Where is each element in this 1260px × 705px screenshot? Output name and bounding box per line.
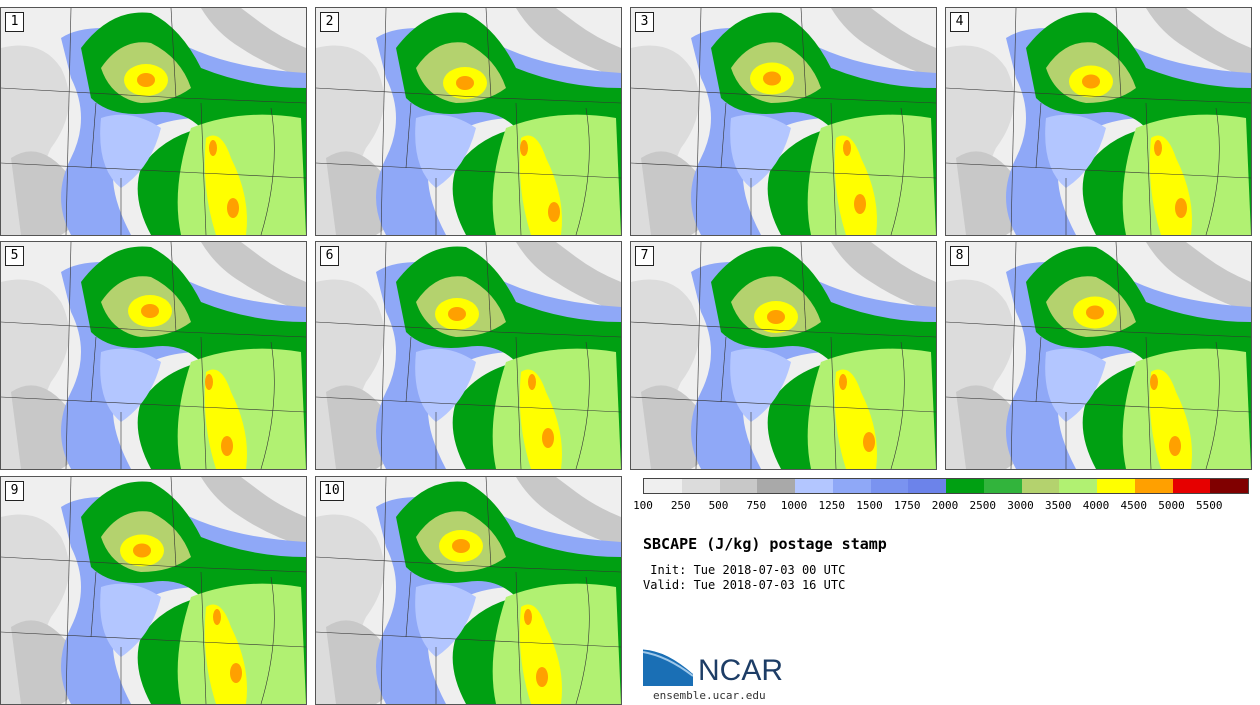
colorbar-tick-label: 1250 (818, 499, 846, 512)
panel-number: 3 (635, 12, 654, 32)
map-panel-1: 1 (0, 7, 307, 236)
colorbar-tick-label: 2000 (931, 499, 959, 512)
map-panel-7: 7 (630, 241, 937, 470)
colorbar-tick-label: 4000 (1082, 499, 1110, 512)
colorbar-tick-label: 2500 (969, 499, 997, 512)
init-time: Init: Tue 2018-07-03 00 UTC (643, 563, 846, 577)
colorbar (643, 478, 1249, 494)
colorbar-swatch (832, 479, 871, 493)
colorbar-swatch (1021, 479, 1060, 493)
map-panel-6: 6 (315, 241, 622, 470)
ncar-logo-text: NCAR (698, 654, 784, 687)
map-panel-5: 5 (0, 241, 307, 470)
map-panel-8: 8 (945, 241, 1252, 470)
colorbar-tick-label: 1000 (780, 499, 808, 512)
panel-number: 7 (635, 246, 654, 266)
colorbar-swatch (1134, 479, 1173, 493)
colorbar-tick-label: 100 (633, 499, 653, 512)
map-panel-3: 3 (630, 7, 937, 236)
map-panel-2: 2 (315, 7, 622, 236)
colorbar-tick-label: 1500 (856, 499, 883, 512)
colorbar-tick-label: 3500 (1045, 499, 1072, 512)
colorbar-swatch (1097, 479, 1135, 493)
colorbar-tick-label: 1750 (894, 499, 921, 512)
colorbar-swatch (757, 479, 795, 493)
colorbar-tick-label: 750 (746, 499, 767, 512)
panel-number: 4 (950, 12, 969, 32)
colorbar-swatch (1210, 479, 1248, 493)
colorbar-swatch (1172, 479, 1211, 493)
map-panel-9: 9 (0, 476, 307, 705)
map-panel-4: 4 (945, 7, 1252, 236)
panel-number: 1 (5, 12, 24, 32)
panel-number: 2 (320, 12, 339, 32)
colorbar-swatch (1059, 479, 1097, 493)
panel-number: 8 (950, 246, 969, 266)
colorbar-swatch (719, 479, 758, 493)
colorbar-tick-label: 500 (708, 499, 729, 512)
colorbar-swatch (946, 479, 984, 493)
colorbar-swatch (795, 479, 833, 493)
colorbar-tick-label: 250 (670, 499, 691, 512)
valid-time: Valid: Tue 2018-07-03 16 UTC (643, 578, 846, 592)
site-url: ensemble.ucar.edu (653, 689, 766, 702)
panel-number: 9 (5, 481, 24, 501)
colorbar-swatch (870, 479, 909, 493)
ncar-logo-icon (643, 646, 693, 686)
panel-number: 10 (320, 481, 344, 501)
colorbar-swatch (983, 479, 1022, 493)
colorbar-tick-label: 4500 (1120, 499, 1148, 512)
colorbar-tick-label: 3000 (1007, 499, 1034, 512)
panel-number: 5 (5, 246, 24, 266)
figure-title: SBCAPE (J/kg) postage stamp (643, 535, 887, 553)
colorbar-tick-label: 5000 (1158, 499, 1185, 512)
colorbar-tick-label: 5500 (1196, 499, 1223, 512)
colorbar-swatch (644, 479, 682, 493)
map-panel-10: 10 (315, 476, 622, 705)
colorbar-swatch (681, 479, 720, 493)
colorbar-swatch (908, 479, 946, 493)
panel-number: 6 (320, 246, 339, 266)
